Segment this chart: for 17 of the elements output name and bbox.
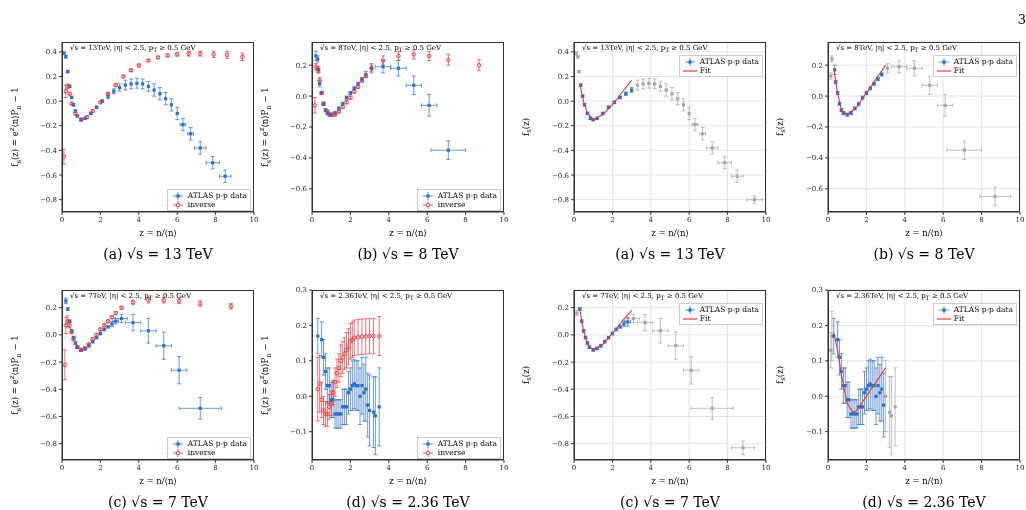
text: (a) √s = 13 TeV xyxy=(102,246,214,262)
x-axis-title: z = n/⟨n⟩ xyxy=(904,476,944,486)
text: (b) √s = 8 TeV xyxy=(872,246,976,262)
text: (d) √s = 2.36 TeV xyxy=(861,494,987,510)
text: (c) √s = 7 TeV xyxy=(619,494,721,510)
x-axis-title: z = n/⟨n⟩ xyxy=(650,476,690,486)
text: 3 xyxy=(1017,12,1026,27)
x-axis-title: z = n/⟨n⟩ xyxy=(138,476,178,486)
x-axis-title: z = n/⟨n⟩ xyxy=(388,476,428,486)
x-axis-title: z = n/⟨n⟩ xyxy=(138,228,178,238)
text: (d) √s = 2.36 TeV xyxy=(345,494,471,510)
text: (a) √s = 13 TeV xyxy=(614,246,726,262)
text: (b) √s = 8 TeV xyxy=(356,246,460,262)
x-axis-title: z = n/⟨n⟩ xyxy=(650,228,690,238)
text: (c) √s = 7 TeV xyxy=(107,494,209,510)
x-axis-title: z = n/⟨n⟩ xyxy=(388,228,428,238)
x-axis-title: z = n/⟨n⟩ xyxy=(904,228,944,238)
